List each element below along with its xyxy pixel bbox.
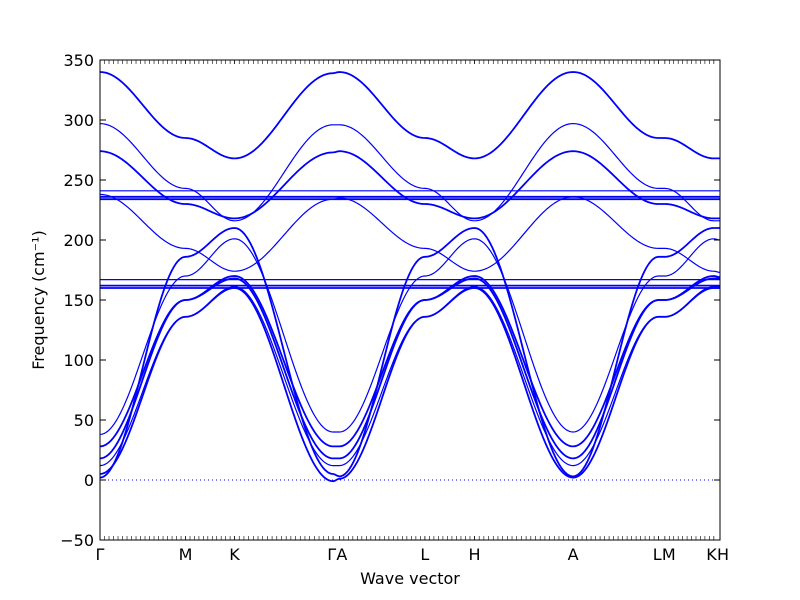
band-lines: [99, 71, 721, 483]
x-tick-label: L: [420, 545, 429, 564]
band-line-3: [99, 150, 720, 220]
band-line-9: [99, 238, 721, 435]
y-tick-label: 100: [63, 351, 94, 370]
x-tick-label: L: [653, 545, 662, 564]
x-tick-label: M: [662, 545, 676, 564]
plot-frame: [99, 59, 721, 541]
band-line-14: [99, 277, 720, 460]
band-line-15: [99, 286, 720, 467]
y-tick-label: 250: [63, 171, 94, 190]
x-tick-label: H: [468, 545, 480, 564]
x-tick-label: H: [717, 545, 729, 564]
x-tick-label: A: [568, 545, 579, 564]
x-tick-label: Γ: [96, 545, 105, 564]
x-tick-label: K: [706, 545, 717, 564]
band-line-2: [99, 123, 720, 222]
band-line-7: [99, 193, 721, 273]
y-axis-label: Frequency (cm⁻¹): [29, 230, 48, 369]
band-line-16: [99, 287, 720, 483]
band-line-1: [99, 71, 720, 160]
y-tick-label: 350: [63, 51, 94, 70]
x-axis-label: Wave vector: [360, 569, 460, 588]
x-tick-label: Γ: [327, 545, 336, 564]
y-axis-ticks: −50 0 50 100 150 200 250 300 350: [60, 51, 720, 550]
y-tick-label: 0: [84, 471, 94, 490]
y-tick-label: 150: [63, 291, 94, 310]
y-tick-label: 50: [74, 411, 94, 430]
y-tick-label: 300: [63, 111, 94, 130]
y-tick-label: 200: [63, 231, 94, 250]
y-tick-label: −50: [60, 531, 94, 550]
x-tick-label: M: [179, 545, 193, 564]
x-tick-label: A: [336, 545, 347, 564]
x-tick-label: K: [229, 545, 240, 564]
band-line-8: [99, 227, 720, 479]
